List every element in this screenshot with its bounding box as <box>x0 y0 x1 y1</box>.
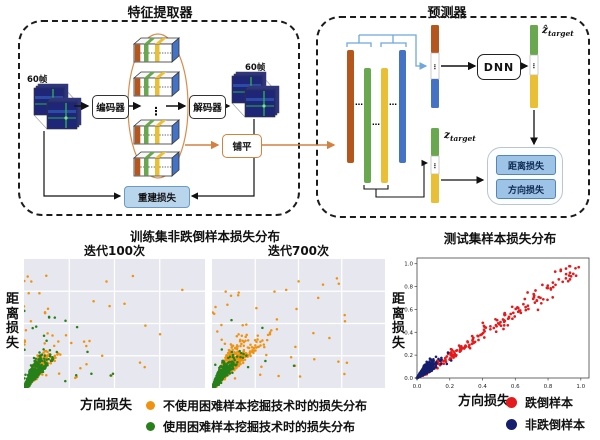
training-ylabel: 距离损失 <box>6 292 20 351</box>
test-scatter: 0.0 0.2 0.4 0.6 0.8 1.0 0.0 0.2 0.4 0.6 0.8 1.0 <box>404 257 590 390</box>
flatten-node: 铺平 <box>222 134 262 158</box>
training-scatter-iter100 <box>24 259 205 388</box>
diagram-layer: ⋮ … … … ⋮ ⋮ <box>0 25 539 203</box>
legend-item-nonfall: 非跌倒样本 <box>506 416 585 433</box>
predictor-box <box>316 16 590 218</box>
training-scatter-iter700 <box>212 259 385 388</box>
latent-bar-orange <box>347 50 354 163</box>
x-tick-label: 0.0 <box>413 384 422 390</box>
concat-bar-blue-seg <box>431 79 439 108</box>
scatter-series-1 <box>212 318 296 388</box>
output-frames-label: 60帧 <box>245 63 266 73</box>
subplot1-title: 迭代100次 <box>83 244 146 258</box>
legend-label-nonfall: 非跌倒样本 <box>525 418 586 432</box>
cuboid-vdots: ⋮ <box>151 105 162 118</box>
direction-loss-chip: 方向损失 <box>496 179 556 199</box>
x-tick-label: 1.0 <box>576 384 585 390</box>
y-tick-label: 0.6 <box>404 307 413 313</box>
latent-bar-yellow <box>381 68 388 183</box>
legend-dot-navy <box>506 419 517 430</box>
bracket-target <box>363 185 389 190</box>
legend-item-fall: 跌倒样本 <box>506 394 573 411</box>
legend-item-no-mining: 不使用困难样本挖掘技术时的损失分布 <box>146 397 367 414</box>
bars-dots-1: … <box>355 98 363 107</box>
output-frames-stack <box>232 72 279 117</box>
arrow-target-to-ztarget <box>375 159 429 198</box>
bracket-left <box>346 42 372 47</box>
legend-label-mining: 使用困难样本挖掘技术时的损失分布 <box>163 420 356 434</box>
x-tick-label: 0.4 <box>478 384 487 390</box>
legend-dot-green <box>146 422 155 431</box>
latent-bar-green <box>364 68 371 183</box>
extractor-box <box>18 20 300 216</box>
test-ylabel: 距离损失 <box>392 292 406 351</box>
legend-dot-red <box>506 397 517 408</box>
encoder-node: 编码器 <box>92 95 129 119</box>
bars-dots-2: … <box>372 118 380 127</box>
scatter-series-1 <box>24 309 115 388</box>
y-tick-label: 0.0 <box>404 376 413 382</box>
feature-cuboid-2 <box>133 71 180 97</box>
z-hat-target-label: ẑtarget <box>542 24 574 39</box>
x-tick-label: 0.6 <box>511 384 520 390</box>
feature-cuboid-1 <box>133 37 180 63</box>
zhat-bar-yellow-seg <box>530 75 538 108</box>
subplot2-title: 迭代700次 <box>267 244 330 258</box>
loss-container: 距离损失 方向损失 <box>487 147 563 205</box>
extractor-title: 特征提取器 <box>127 6 193 21</box>
ztarget-bar-green-seg <box>431 128 439 156</box>
y-tick-label: 0.2 <box>404 353 413 359</box>
bracket-right <box>380 42 407 47</box>
scatter-series-1 <box>415 351 453 380</box>
legend-label-no-mining: 不使用困难样本挖掘技术时的损失分布 <box>163 399 368 413</box>
legend-label-fall: 跌倒样本 <box>525 396 574 410</box>
zhat-bar-green-seg <box>530 25 538 55</box>
input-frames-label: 60帧 <box>27 75 48 85</box>
y-tick-label: 0.8 <box>404 285 413 291</box>
recon-loss-node: 重建损失 <box>124 186 190 208</box>
legend-item-mining: 使用困难样本挖掘技术时的损失分布 <box>146 418 355 435</box>
zhat-bar-dots: ⋮ <box>531 62 538 70</box>
arrow-brackets-to-concat <box>359 34 428 70</box>
ztarget-bar-dots: ⋮ <box>432 162 439 170</box>
line-input-to-reconloss <box>43 131 122 200</box>
ztarget-bar-yellow-seg <box>431 174 439 203</box>
x-tick-label: 0.8 <box>544 384 553 390</box>
y-tick-label: 0.4 <box>404 330 413 336</box>
training-xlabel: 方向损失 <box>80 398 133 413</box>
distance-loss-chip: 距离损失 <box>496 155 556 175</box>
x-tick-label: 0.2 <box>445 384 454 390</box>
test-title: 测试集样本损失分布 <box>443 231 557 246</box>
bars-dots-3: … <box>389 98 397 107</box>
latent-bar-blue <box>399 50 406 163</box>
y-tick-label: 1.0 <box>404 262 413 268</box>
legend-dot-orange <box>146 401 155 410</box>
concat-bar-orange-seg <box>431 25 439 53</box>
input-frames-stack <box>34 84 81 129</box>
test-xlabel: 方向损失 <box>458 394 511 409</box>
concat-bar-dots: ⋮ <box>432 63 439 71</box>
feature-cuboid-4 <box>133 151 180 177</box>
training-title: 训练集非跌倒样本损失分布 <box>129 229 280 244</box>
z-target-label: ztarget <box>444 129 476 144</box>
decoder-node: 解码器 <box>189 95 226 119</box>
feature-cuboid-3 <box>133 119 180 145</box>
dnn-node: DNN <box>477 54 521 80</box>
